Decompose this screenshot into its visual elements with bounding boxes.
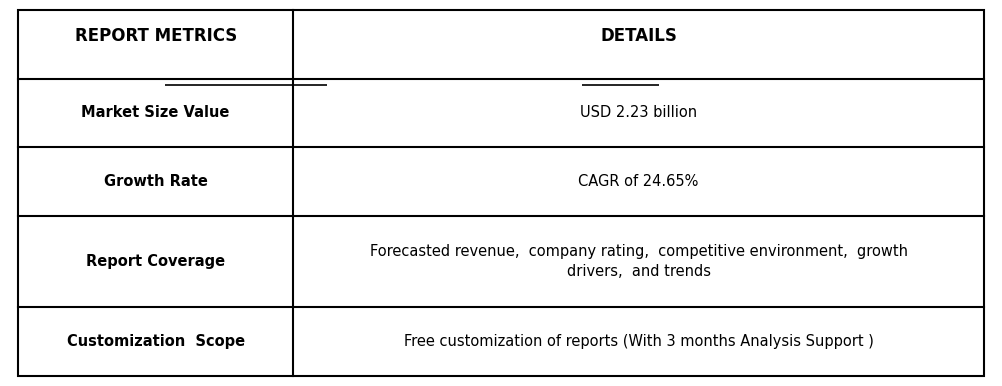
Text: Customization  Scope: Customization Scope — [66, 334, 244, 349]
Text: Report Coverage: Report Coverage — [86, 254, 225, 269]
Text: CAGR of 24.65%: CAGR of 24.65% — [578, 174, 698, 189]
Text: USD 2.23 billion: USD 2.23 billion — [580, 105, 697, 120]
Text: DETAILS: DETAILS — [600, 27, 677, 45]
Text: Growth Rate: Growth Rate — [104, 174, 207, 189]
Text: Market Size Value: Market Size Value — [81, 105, 229, 120]
Text: Free customization of reports (With 3 months Analysis Support ): Free customization of reports (With 3 mo… — [404, 334, 874, 349]
Text: REPORT METRICS: REPORT METRICS — [74, 27, 236, 45]
Text: Forecasted revenue,  company rating,  competitive environment,  growth
drivers, : Forecasted revenue, company rating, comp… — [370, 244, 908, 279]
